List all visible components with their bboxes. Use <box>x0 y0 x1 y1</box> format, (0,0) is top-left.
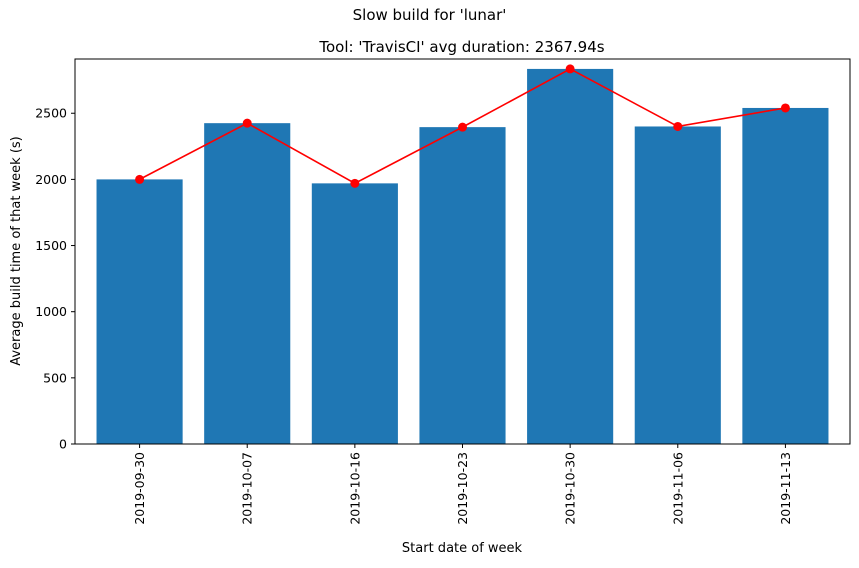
y-tick-label: 2500 <box>35 106 67 121</box>
line-point-2019-10-23 <box>458 122 467 132</box>
x-tick-label: 2019-10-16 <box>347 452 362 525</box>
y-tick-label: 1000 <box>35 304 67 319</box>
chart-suptitle: Slow build for 'lunar' <box>352 6 507 24</box>
line-point-2019-11-06 <box>673 121 683 131</box>
line-point-2019-10-30 <box>565 64 575 74</box>
bar-2019-11-13 <box>742 107 829 444</box>
bar-2019-10-16 <box>311 183 398 444</box>
y-tick-label: 1500 <box>35 238 67 253</box>
bars-group <box>96 68 829 445</box>
bar-2019-10-23 <box>419 127 506 444</box>
bar-2019-09-30 <box>96 179 183 444</box>
x-tick-label: 2019-09-30 <box>132 452 147 525</box>
bar-2019-11-06 <box>634 126 721 444</box>
x-tick-label: 2019-10-23 <box>455 452 470 525</box>
x-axis-label: Start date of week <box>402 541 523 556</box>
x-tick-label: 2019-11-06 <box>670 452 685 525</box>
y-axis-label: Average build time of that week (s) <box>9 136 24 366</box>
chart-title: Tool: 'TravisCI' avg duration: 2367.94s <box>318 38 604 56</box>
y-tick-label: 500 <box>43 370 67 385</box>
line-point-2019-09-30 <box>135 174 145 184</box>
x-tick-label: 2019-11-13 <box>778 452 793 525</box>
line-point-2019-10-16 <box>350 178 360 188</box>
bar-2019-10-30 <box>527 68 614 445</box>
bar-2019-10-07 <box>204 123 291 445</box>
x-tick-label: 2019-10-30 <box>563 452 578 525</box>
x-axis: 2019-09-30 2019-10-07 2019-10-16 2019-10-23… <box>132 444 793 525</box>
y-axis: 0 500 1000 1500 2000 2500 <box>35 106 75 452</box>
line-point-2019-10-07 <box>242 118 252 128</box>
line-series-group <box>135 64 790 188</box>
line-point-2019-11-13 <box>780 103 790 113</box>
x-tick-label: 2019-10-07 <box>240 452 255 525</box>
y-tick-label: 0 <box>59 437 67 452</box>
y-tick-label: 2000 <box>35 172 67 187</box>
